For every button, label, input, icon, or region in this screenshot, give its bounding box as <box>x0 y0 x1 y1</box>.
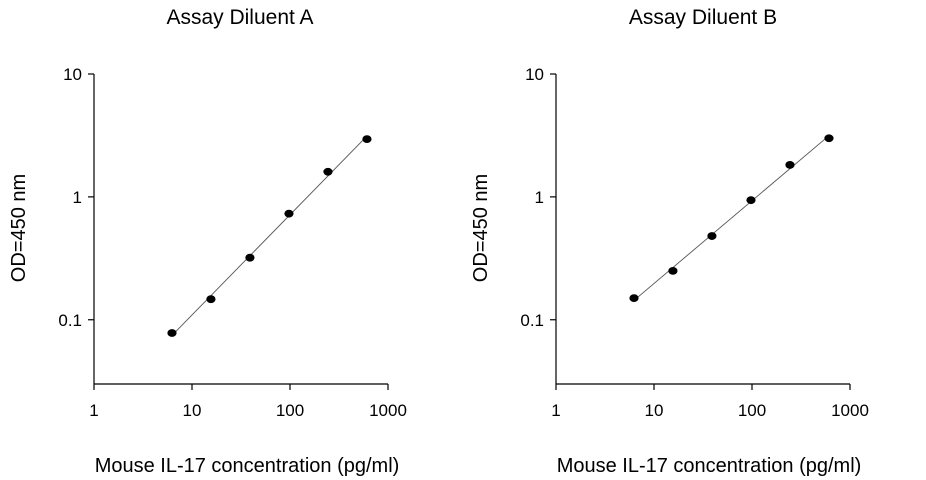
y-tick-label: 10 <box>63 65 82 84</box>
y-tick-label: 1 <box>535 188 544 207</box>
chart-panel-a: Assay Diluent A OD=450 nm Mouse IL-17 co… <box>8 6 407 477</box>
x-tick-label: 100 <box>276 401 304 420</box>
x-axis-label: Mouse IL-17 concentration (pg/ml) <box>95 455 400 477</box>
chart-title: Assay Diluent A <box>166 6 313 29</box>
x-tick-label: 100 <box>738 401 766 420</box>
chart-title: Assay Diluent B <box>629 6 777 29</box>
y-tick-label: 0.1 <box>58 311 82 330</box>
fit-line <box>171 135 368 336</box>
data-point <box>824 134 834 143</box>
y-axis-label: OD=450 nm <box>470 174 492 282</box>
y-tick-label: 0.1 <box>520 311 544 330</box>
x-tick-label: 1 <box>551 401 560 420</box>
data-point <box>284 209 294 218</box>
data-point <box>746 196 756 205</box>
data-point <box>668 266 678 275</box>
data-point <box>707 232 717 240</box>
data-point <box>362 135 372 144</box>
y-tick-label: 1 <box>73 188 82 207</box>
x-tick-label: 10 <box>183 401 202 420</box>
data-point <box>323 167 333 176</box>
data-point <box>245 253 255 262</box>
x-tick-label: 1000 <box>369 401 407 420</box>
y-axis-label: OD=450 nm <box>8 174 30 282</box>
y-tick-label: 10 <box>525 65 544 84</box>
fit-line <box>633 135 830 301</box>
data-point <box>629 294 639 303</box>
data-point <box>785 161 795 169</box>
x-tick-label: 1 <box>89 401 98 420</box>
data-point <box>167 329 177 337</box>
data-point <box>206 295 216 304</box>
x-tick-label: 10 <box>645 401 664 420</box>
x-tick-label: 1000 <box>831 401 869 420</box>
chart-panel-b: Assay Diluent B OD=450 nm Mouse IL-17 co… <box>470 6 869 477</box>
x-axis-label: Mouse IL-17 concentration (pg/ml) <box>557 455 862 477</box>
